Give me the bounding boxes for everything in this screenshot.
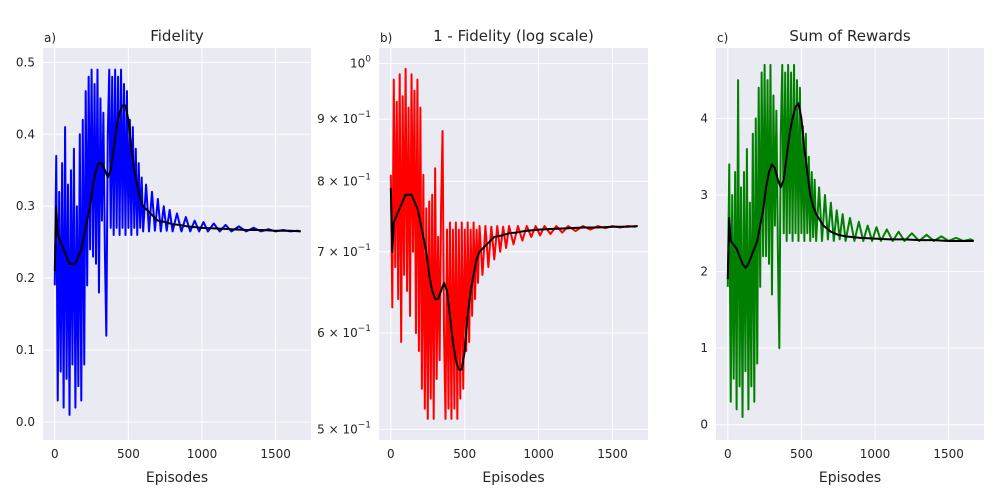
chart-panel-1: 0 500 1000 1500 0.0 0.1 0.2 0.3 0.4 0.5 Episodes Fi… xyxy=(16,27,311,486)
y-tick-label: 3 xyxy=(700,188,708,202)
y-tick-label: 0.3 xyxy=(16,199,35,213)
x-tick-label: 1500 xyxy=(260,447,291,461)
panel-label: a) xyxy=(44,31,56,45)
x-tick-label: 1500 xyxy=(933,447,964,461)
y-tick-label: 0.1 xyxy=(16,343,35,357)
y-tick-label: 100 xyxy=(350,55,371,71)
x-tick-label: 1000 xyxy=(523,447,554,461)
y-tick-label: 0.0 xyxy=(16,415,35,429)
y-tick-label: 8 × 10−1 xyxy=(317,172,371,188)
panel-label: b) xyxy=(380,31,392,45)
smoothed-series-line xyxy=(53,104,301,271)
x-axis-label: Episodes xyxy=(482,470,544,486)
x-axis-label: Episodes xyxy=(146,470,208,486)
chart-panel-3: 0 500 1000 1500 0 1 2 3 4 Episodes Sum of Rewards c… xyxy=(700,27,984,486)
x-tick-label: 500 xyxy=(453,447,476,461)
y-tick-label: 0.4 xyxy=(16,127,35,141)
x-tick-label: 0 xyxy=(724,447,732,461)
x-tick-label: 500 xyxy=(117,447,140,461)
x-tick-label: 0 xyxy=(51,447,59,461)
x-tick-label: 500 xyxy=(790,447,813,461)
y-tick-label: 0 xyxy=(700,418,708,432)
chart-title: Fidelity xyxy=(150,27,204,45)
chart-panel-2: 0 500 1000 1500 5 × 10−1 6 × 10−1 7 × 10−1 8 × … xyxy=(317,27,648,486)
y-tick-label: 0.5 xyxy=(16,55,35,69)
y-tick-label: 4 xyxy=(700,111,708,125)
y-tick-label: 5 × 10−1 xyxy=(317,420,371,436)
y-tick-label: 6 × 10−1 xyxy=(317,324,371,340)
raw-series-line xyxy=(726,63,975,419)
chart-title: 1 - Fidelity (log scale) xyxy=(433,27,594,45)
y-tick-label: 1 xyxy=(700,341,708,355)
x-axis-label: Episodes xyxy=(819,470,881,486)
x-tick-label: 1500 xyxy=(597,447,628,461)
y-tick-label: 9 × 10−1 xyxy=(317,110,371,126)
y-tick-label: 0.2 xyxy=(16,271,35,285)
series-group xyxy=(389,67,638,420)
series-group xyxy=(53,68,301,416)
raw-series-line xyxy=(53,68,301,416)
y-tick-label: 7 × 10−1 xyxy=(317,243,371,259)
smoothed-series-line xyxy=(726,102,974,280)
x-tick-label: 1000 xyxy=(860,447,891,461)
panel-label: c) xyxy=(717,31,728,45)
x-tick-label: 1000 xyxy=(187,447,218,461)
y-tick-label: 2 xyxy=(700,265,708,279)
smoothed-series-line xyxy=(389,187,638,371)
x-tick-label: 0 xyxy=(387,447,395,461)
series-group xyxy=(726,63,975,419)
chart-title: Sum of Rewards xyxy=(789,27,910,45)
